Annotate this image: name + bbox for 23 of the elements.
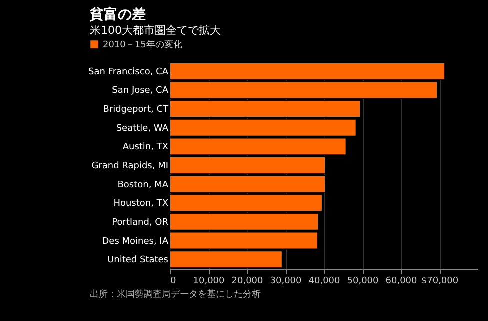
x-tick-label: 0: [170, 276, 176, 286]
y-tick-label: Seattle, WA: [116, 124, 170, 134]
y-tick-label: Des Moines, IA: [102, 236, 170, 247]
y-tick-label: United States: [108, 256, 169, 266]
x-tick-label: 50,000: [347, 276, 380, 286]
x-tick-label: 40,000: [308, 276, 341, 286]
x-tick-label: 20,000: [232, 276, 264, 286]
y-tick-label: Bridgeport, CT: [103, 105, 169, 116]
text: 出所：米国勢調査局データを基にした分析: [90, 289, 261, 300]
y-tick-label: Boston, MA: [118, 180, 170, 190]
x-tick-label: $70,000: [421, 276, 459, 286]
x-tick-label: 10,000: [193, 276, 226, 286]
y-tick-label: Austin, TX: [122, 142, 168, 153]
y-tick-label: San Francisco, CA: [88, 67, 170, 78]
x-tick-label: 30,000: [270, 276, 302, 286]
y-tick-label: Grand Rapids, MI: [92, 162, 168, 172]
y-tick-label: San Jose, CA: [112, 86, 170, 96]
chart-subtitle: 米100大都市圏全てで拡大: [90, 24, 221, 37]
x-tick-label: 60,000: [386, 276, 418, 286]
legend-label: 2010－15年の変化: [103, 40, 182, 50]
y-tick-label: Houston, TX: [114, 199, 168, 210]
chart-title: 貧富の差: [89, 6, 146, 23]
y-tick-label: Portland, OR: [112, 218, 168, 228]
